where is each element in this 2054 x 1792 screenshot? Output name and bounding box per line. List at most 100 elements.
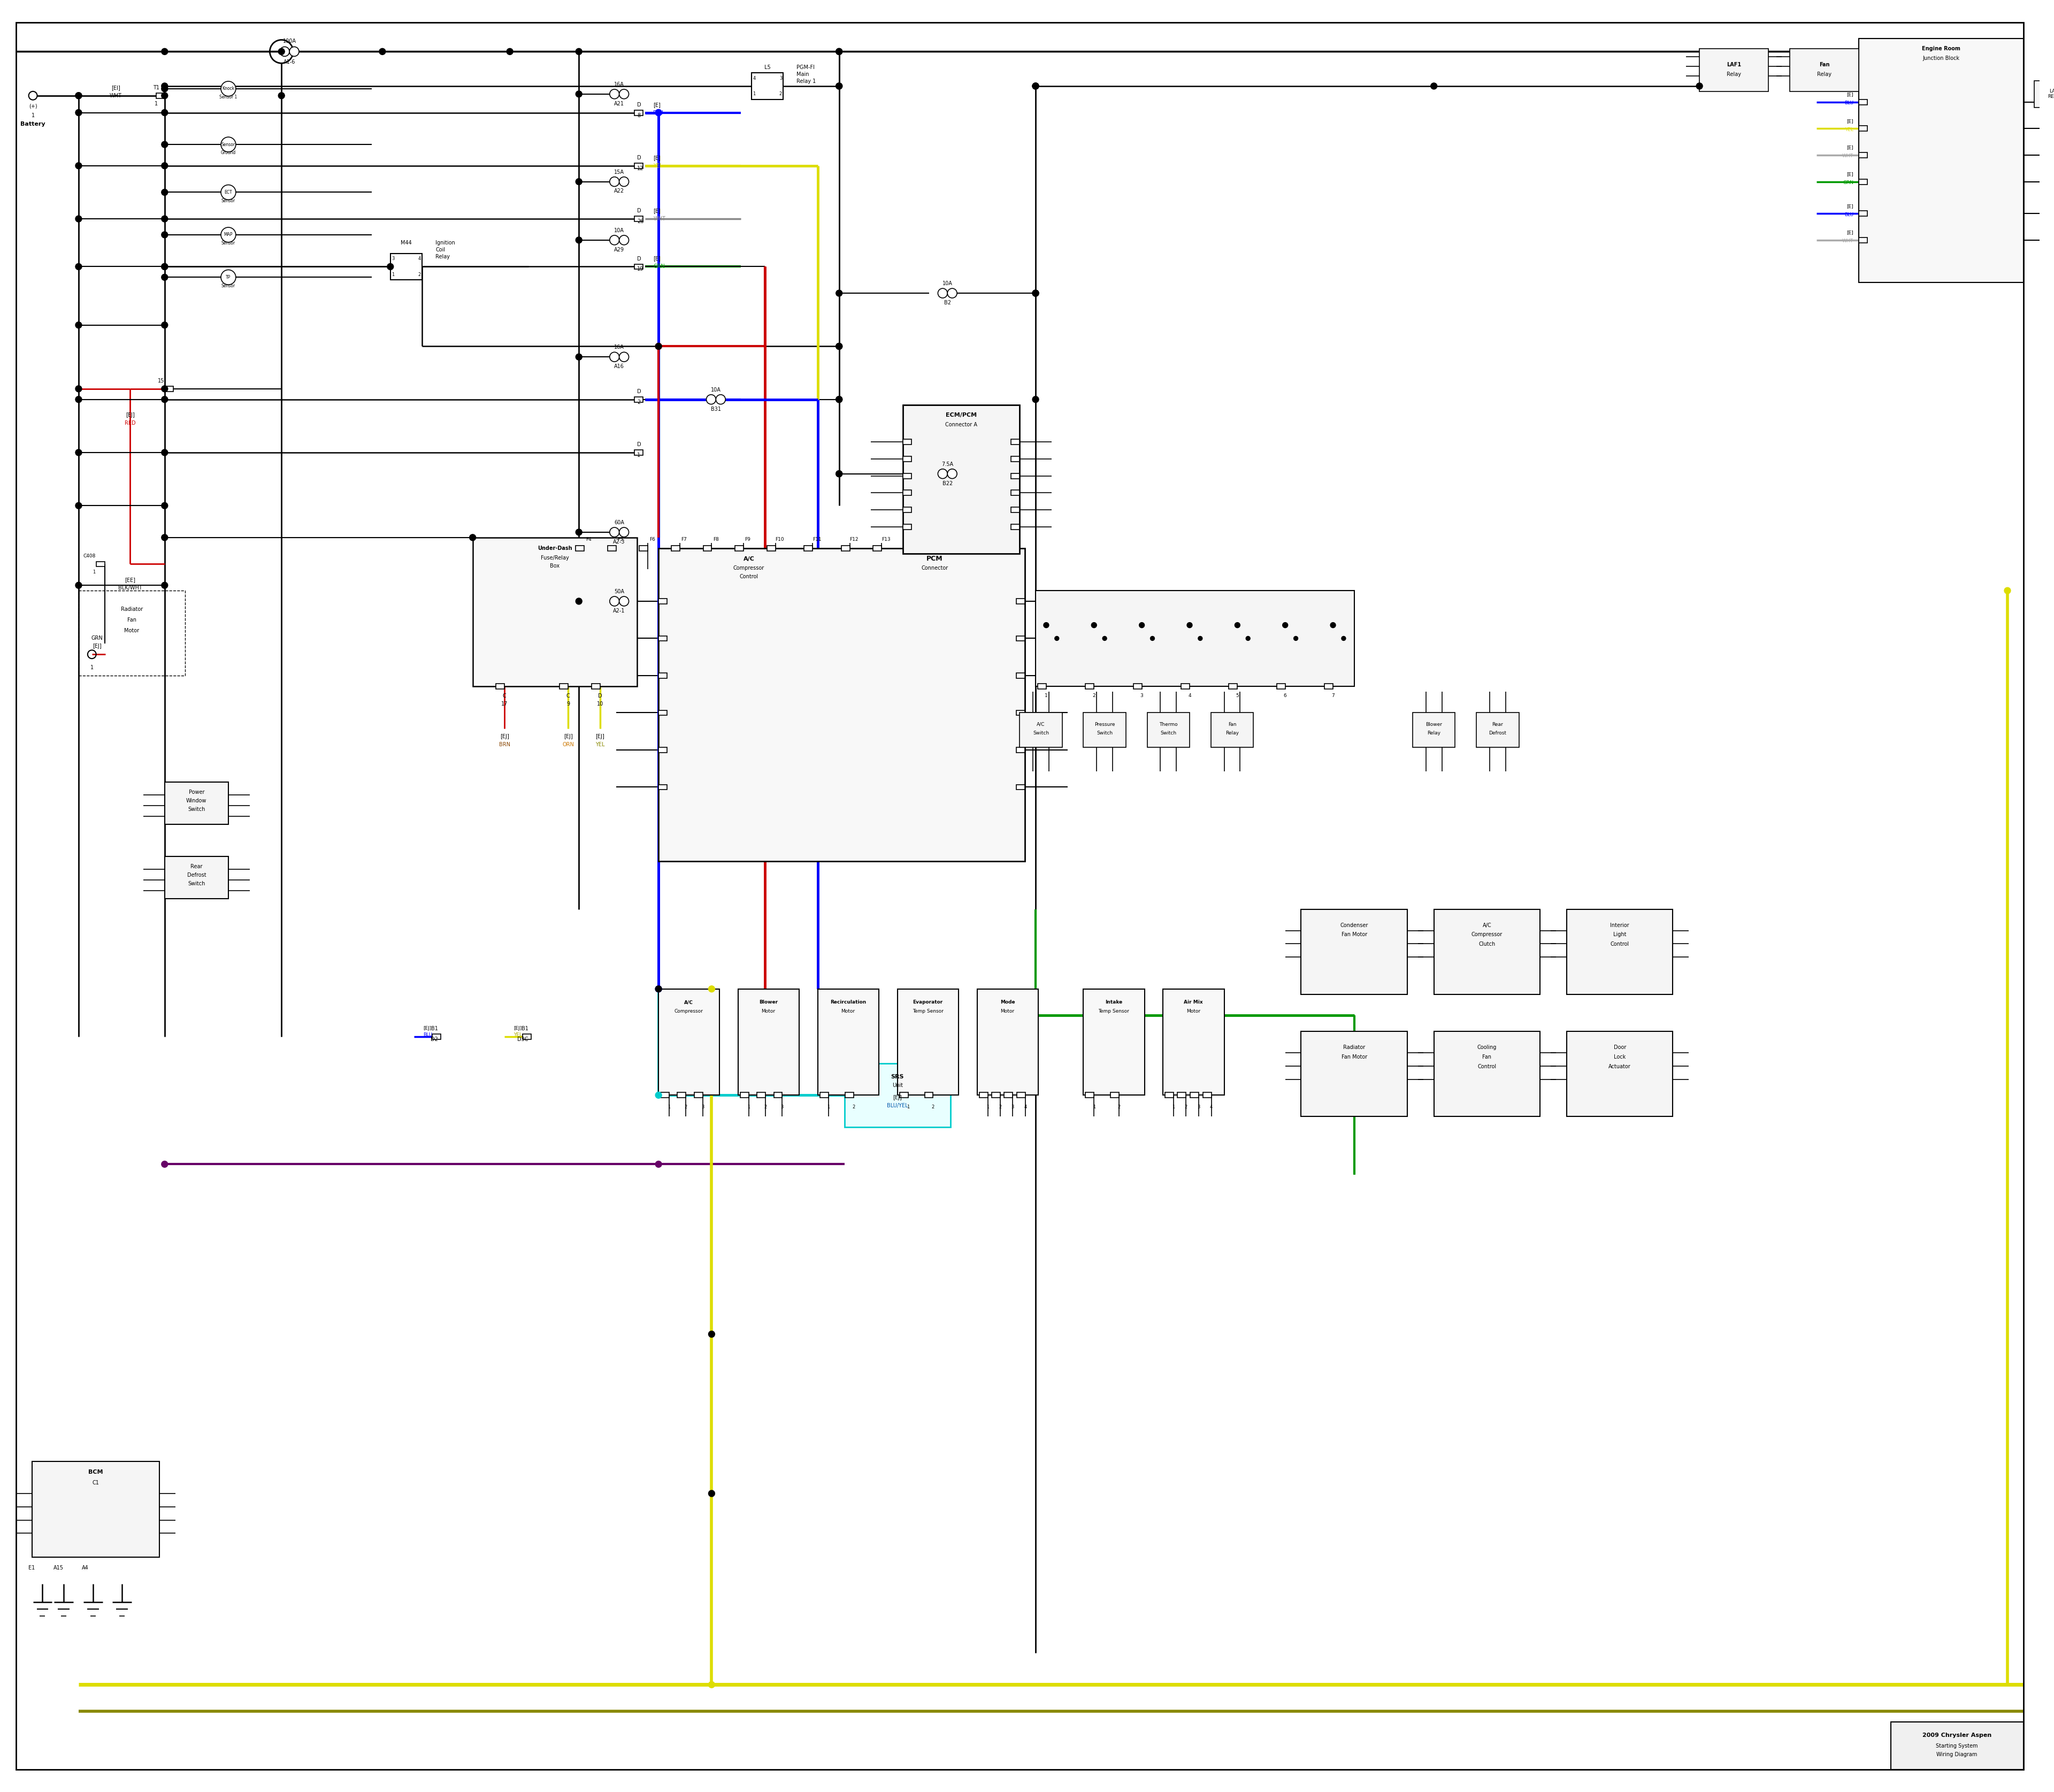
Text: 10A: 10A bbox=[943, 281, 953, 287]
Circle shape bbox=[76, 396, 82, 403]
Text: YEL: YEL bbox=[653, 163, 663, 168]
Text: Mode: Mode bbox=[1000, 1000, 1015, 1005]
Bar bbox=[1134, 683, 1142, 688]
Bar bbox=[898, 989, 959, 1095]
Text: PCM: PCM bbox=[926, 556, 943, 563]
Circle shape bbox=[836, 342, 842, 349]
Text: Junction Block: Junction Block bbox=[1923, 56, 1960, 61]
Circle shape bbox=[76, 263, 82, 271]
Text: MAP: MAP bbox=[224, 233, 232, 237]
Bar bbox=[659, 599, 668, 604]
Text: Rear: Rear bbox=[1491, 722, 1504, 728]
Bar bbox=[1413, 713, 1454, 747]
Circle shape bbox=[1197, 636, 1202, 640]
Circle shape bbox=[610, 177, 618, 186]
Text: F5: F5 bbox=[618, 538, 622, 541]
Text: [E]: [E] bbox=[1847, 172, 1853, 177]
Text: LAF1: LAF1 bbox=[1727, 63, 1742, 68]
Circle shape bbox=[1697, 82, 1703, 90]
Circle shape bbox=[279, 47, 290, 56]
Text: BRN: BRN bbox=[499, 742, 509, 747]
Circle shape bbox=[618, 177, 629, 186]
Bar bbox=[1011, 525, 1019, 530]
Circle shape bbox=[162, 215, 168, 222]
Text: Relay: Relay bbox=[1226, 731, 1239, 735]
Text: [E]: [E] bbox=[653, 208, 661, 213]
Circle shape bbox=[162, 93, 168, 99]
Text: Main: Main bbox=[797, 72, 809, 77]
Bar bbox=[1011, 439, 1019, 444]
Text: A2-3: A2-3 bbox=[614, 539, 624, 545]
Bar bbox=[592, 683, 600, 688]
Text: Defrost: Defrost bbox=[187, 873, 205, 878]
Text: T1: T1 bbox=[152, 84, 160, 90]
Text: D: D bbox=[637, 102, 641, 108]
Bar bbox=[904, 405, 1019, 554]
Circle shape bbox=[717, 394, 725, 405]
Bar bbox=[1204, 1093, 1212, 1098]
Circle shape bbox=[162, 109, 168, 116]
Circle shape bbox=[610, 597, 618, 606]
Bar bbox=[661, 1093, 670, 1098]
Bar bbox=[1019, 713, 1062, 747]
Text: Sensor: Sensor bbox=[222, 283, 236, 289]
Text: [E]: [E] bbox=[1847, 91, 1853, 97]
Text: 4: 4 bbox=[419, 256, 421, 262]
Text: ECM/PCM: ECM/PCM bbox=[945, 412, 978, 418]
Circle shape bbox=[1432, 82, 1438, 90]
Text: Radiator: Radiator bbox=[121, 606, 142, 611]
Bar bbox=[639, 545, 647, 550]
Bar bbox=[1017, 1093, 1025, 1098]
Bar bbox=[1017, 785, 1025, 790]
Text: [E]: [E] bbox=[1847, 204, 1853, 208]
Circle shape bbox=[1091, 622, 1097, 627]
Bar bbox=[561, 683, 569, 688]
Circle shape bbox=[618, 90, 629, 99]
Text: 1: 1 bbox=[1045, 694, 1048, 699]
Bar bbox=[820, 1093, 828, 1098]
Text: D: D bbox=[637, 389, 641, 394]
Bar bbox=[1163, 989, 1224, 1095]
Bar bbox=[1017, 710, 1025, 715]
Text: 3: 3 bbox=[1140, 694, 1144, 699]
Text: Connector A: Connector A bbox=[945, 423, 978, 428]
Bar bbox=[164, 781, 228, 824]
Text: Fan Motor: Fan Motor bbox=[1341, 1054, 1368, 1059]
Text: Relay: Relay bbox=[1727, 72, 1742, 77]
Circle shape bbox=[836, 48, 842, 56]
Text: D: D bbox=[598, 694, 602, 699]
Text: 1: 1 bbox=[31, 113, 35, 118]
Bar bbox=[756, 1093, 766, 1098]
Text: BLU: BLU bbox=[1844, 211, 1853, 217]
Circle shape bbox=[709, 1491, 715, 1496]
Bar bbox=[978, 989, 1037, 1095]
Circle shape bbox=[575, 237, 581, 244]
Text: RED: RED bbox=[125, 421, 136, 426]
Bar bbox=[1011, 507, 1019, 513]
Text: 4: 4 bbox=[1025, 1104, 1027, 1109]
Text: Ignition: Ignition bbox=[435, 240, 456, 246]
Text: Coil: Coil bbox=[435, 247, 446, 253]
Text: 1: 1 bbox=[906, 1104, 910, 1109]
Text: 4: 4 bbox=[752, 75, 756, 81]
Text: Blower: Blower bbox=[1425, 722, 1442, 728]
Bar bbox=[844, 1063, 951, 1127]
Text: BCM: BCM bbox=[88, 1469, 103, 1475]
Circle shape bbox=[162, 582, 168, 588]
Text: 100A: 100A bbox=[283, 38, 296, 43]
Circle shape bbox=[76, 323, 82, 328]
Text: 4: 4 bbox=[1210, 1104, 1212, 1109]
Text: Relay: Relay bbox=[1818, 72, 1832, 77]
Text: B1: B1 bbox=[431, 1027, 438, 1032]
Text: C408: C408 bbox=[82, 554, 97, 559]
Circle shape bbox=[575, 48, 581, 56]
Text: 1: 1 bbox=[392, 272, 394, 278]
Text: Clutch: Clutch bbox=[1479, 941, 1495, 946]
Circle shape bbox=[162, 534, 168, 541]
Text: D: D bbox=[637, 156, 641, 161]
Bar bbox=[659, 747, 668, 753]
Text: 1: 1 bbox=[828, 1104, 830, 1109]
Text: Starting System: Starting System bbox=[1937, 1744, 1978, 1749]
Bar bbox=[1082, 713, 1126, 747]
Text: B22: B22 bbox=[943, 480, 953, 486]
